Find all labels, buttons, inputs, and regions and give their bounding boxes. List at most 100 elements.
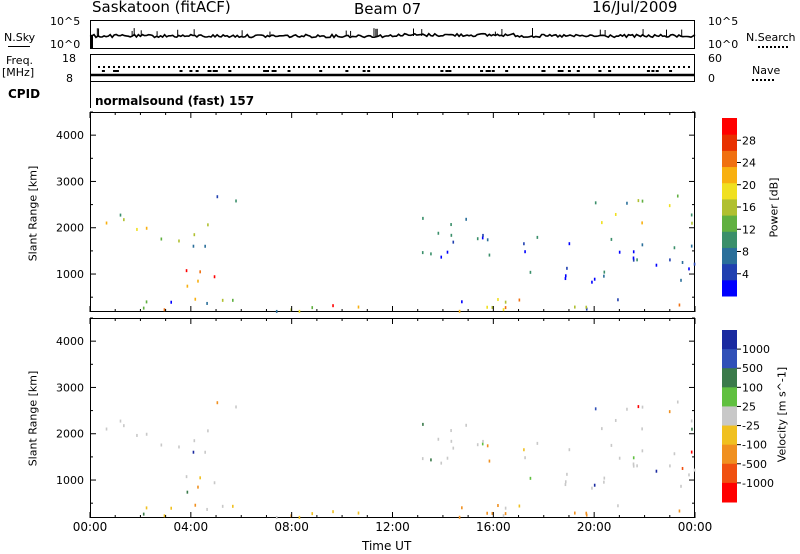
- velocity-echo-cell: [206, 507, 208, 511]
- nsky-label: N.Sky: [4, 31, 36, 44]
- power-colorbar-segment: [722, 182, 737, 200]
- power-echo-cell: [502, 308, 505, 312]
- power-echo-cell: [206, 301, 208, 305]
- power-echo-cell: [482, 233, 484, 237]
- velocity-colorbar-segment: [722, 330, 737, 350]
- power-echo-cell: [564, 277, 567, 281]
- power-echo-cell: [632, 250, 635, 254]
- velocity-echo-cell: [603, 476, 606, 480]
- power-echo-cell: [123, 218, 125, 222]
- power-echo-cell: [690, 213, 693, 217]
- velocity-echo-cell: [691, 427, 693, 431]
- velocity-echo-cell: [488, 459, 491, 463]
- nave-dot: [440, 70, 444, 72]
- velocity-echo-cell: [207, 429, 209, 433]
- velocity-echo-cell: [610, 443, 613, 447]
- velocity-colorbar-tick-label: -100: [742, 439, 767, 452]
- nsky-legend-line: [8, 46, 30, 47]
- velocity-echo-cell: [486, 444, 489, 448]
- power-echo-cell: [357, 305, 360, 309]
- velocity-colorbar-segment: [722, 368, 737, 388]
- power-echo-cell: [185, 269, 188, 273]
- velocity-echo-cell: [421, 457, 424, 461]
- velocity-echo-cell: [593, 483, 596, 487]
- power-echo-cell: [461, 300, 463, 304]
- velocity-echo-cell: [632, 462, 635, 466]
- power-echo-cell: [591, 280, 593, 284]
- nsky-trace: [89, 32, 696, 39]
- power-echo-cell: [178, 239, 180, 243]
- power-colorbar-tick-label: 12: [742, 223, 756, 236]
- nave-dot: [208, 70, 212, 72]
- power-echo-cell: [446, 250, 449, 254]
- power-echo-cell: [523, 242, 525, 246]
- velocity-echo-cell: [119, 419, 122, 423]
- power-echo-cell: [275, 309, 278, 313]
- velocity-ytick-label: 1000: [56, 474, 84, 487]
- velocity-echo-cell: [614, 418, 617, 422]
- power-echo-cell: [603, 270, 606, 274]
- velocity-echo-cell: [673, 452, 676, 456]
- velocity-echo-cell: [193, 439, 196, 443]
- velocity-echo-cell: [632, 456, 635, 460]
- velocity-echo-cell: [504, 506, 507, 510]
- nave-dot: [608, 70, 612, 72]
- power-echo-cell: [486, 238, 489, 242]
- velocity-echo-cell: [617, 504, 619, 508]
- power-echo-cell: [566, 266, 568, 270]
- velocity-echo-cell: [178, 445, 180, 449]
- power-echo-cell: [235, 199, 237, 203]
- power-echo-cell: [594, 201, 597, 205]
- power-echo-cell: [440, 255, 443, 259]
- nave-dot: [445, 70, 449, 72]
- velocity-echo-cell: [199, 476, 201, 480]
- nave-dot: [557, 70, 561, 72]
- velocity-echo-cell: [216, 401, 219, 405]
- velocity-echo-cell: [678, 509, 681, 513]
- power-echo-cell: [170, 300, 173, 304]
- velocity-echo-cell: [136, 433, 138, 437]
- power-echo-cell: [637, 199, 640, 203]
- velocity-echo-cell: [123, 424, 125, 428]
- velocity-colorbar-tick-label: 500: [742, 362, 763, 375]
- velocity-echo-cell: [680, 484, 682, 488]
- power-echo-cell: [194, 297, 197, 301]
- velocity-echo-cell: [145, 506, 148, 510]
- nsearch-bottom-tick: 10^0: [708, 38, 739, 51]
- nave-dot: [189, 70, 193, 72]
- nave-dot: [367, 70, 371, 72]
- velocity-echo-cell: [446, 456, 449, 460]
- velocity-echo-cell: [626, 407, 628, 411]
- power-echo-cell: [585, 307, 588, 311]
- velocity-echo-cell: [232, 504, 234, 508]
- nave-label: Nave: [752, 64, 781, 77]
- power-echo-cell: [481, 236, 484, 240]
- freq-bottom-tick: 8: [66, 72, 73, 85]
- velocity-echo-cell: [185, 475, 188, 479]
- velocity-colorbar-segment: [722, 406, 737, 427]
- power-echo-cell: [497, 298, 499, 302]
- power-echo-cell: [669, 258, 671, 262]
- velocity-echo-cell: [636, 464, 638, 468]
- power-echo-cell: [145, 226, 148, 230]
- power-echo-cell: [311, 306, 314, 310]
- velocity-echo-cell: [105, 427, 108, 431]
- velocity-echo-cell: [632, 464, 635, 468]
- velocity-echo-cell: [564, 480, 567, 484]
- velocity-colorbar-tick-label: -25: [742, 420, 760, 433]
- velocity-echo-cell: [536, 441, 539, 445]
- nsearch-label: N.Search: [746, 31, 796, 44]
- velocity-echo-cell: [186, 490, 189, 494]
- velocity-echo-cell: [564, 483, 567, 487]
- power-echo-cell: [626, 201, 628, 205]
- nave-dot: [505, 70, 509, 72]
- power-echo-cell: [641, 221, 643, 225]
- power-echo-cell: [617, 298, 619, 302]
- power-echo-cell: [574, 305, 576, 309]
- power-echo-cell: [486, 305, 488, 309]
- nave-dot: [263, 70, 267, 72]
- velocity-echo-cell: [676, 400, 679, 404]
- velocity-echo-cell: [502, 514, 505, 518]
- power-echo-cell: [421, 251, 424, 255]
- power-echo-cell: [430, 252, 432, 256]
